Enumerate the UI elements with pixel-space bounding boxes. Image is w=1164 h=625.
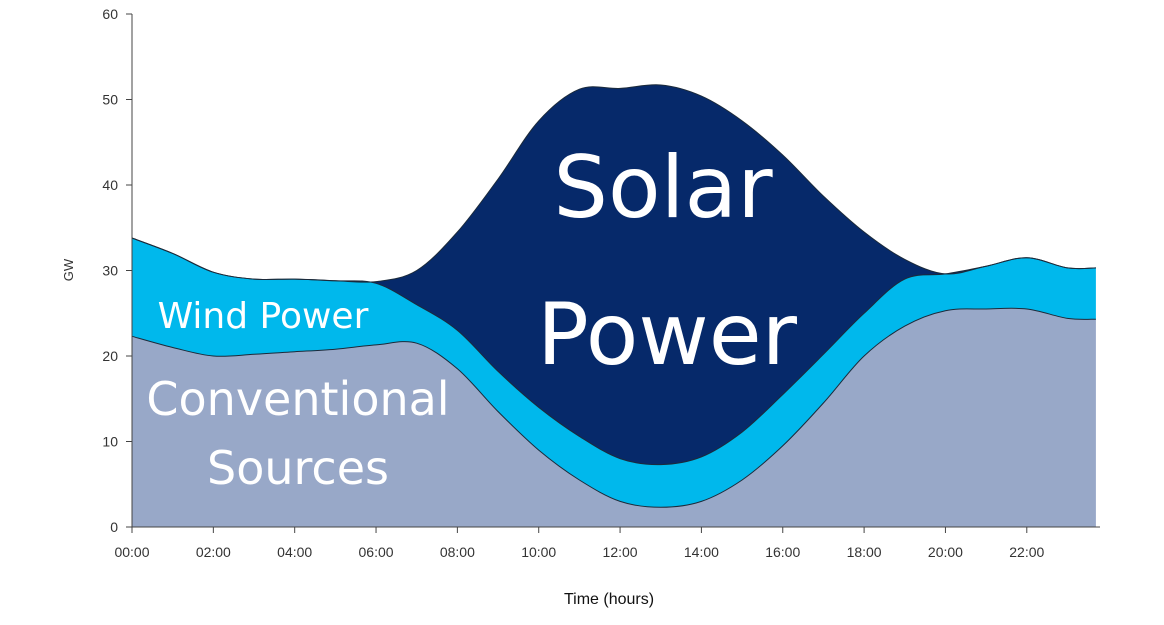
y-tick-label: 60 [102,6,118,22]
y-tick-label: 20 [102,348,118,364]
y-tick-label: 40 [102,177,118,193]
x-axis-label: Time (hours) [564,591,654,608]
x-tick-label: 04:00 [277,544,312,560]
x-tick-label: 06:00 [359,544,394,560]
conventional-label-line2: Sources [207,441,389,495]
x-tick-label: 18:00 [847,544,882,560]
y-tick-label: 0 [110,519,118,535]
x-axis-ticks: 00:00 02:00 04:00 06:00 08:00 10:00 12:00 14:00… [114,527,1045,560]
x-tick-label: 22:00 [1009,544,1044,560]
x-tick-label: 10:00 [521,544,556,560]
y-tick-label: 10 [102,434,118,450]
solar-label-line1: Solar [553,138,773,238]
overlay-labels: Solar Power Wind Power Conventional Sour… [146,138,797,495]
boundary-conventional-sources [131,307,1096,508]
x-tick-label: 16:00 [765,544,800,560]
wind-label: Wind Power [158,296,369,337]
area-wind-power [132,238,1096,508]
x-tick-label: 08:00 [440,544,475,560]
y-tick-label: 50 [102,92,118,108]
area-solar-power [132,84,1096,465]
solar-label-line2: Power [537,285,798,385]
x-tick-label: 02:00 [196,544,231,560]
series-boundary-lines [131,84,1096,508]
y-axis-ticks: 0 10 20 30 40 50 60 [102,6,132,535]
boundary-solar-power [131,84,1096,283]
area-conventional-sources [132,308,1096,527]
y-tick-label: 30 [102,263,118,279]
stacked-areas [132,84,1096,527]
x-tick-label: 14:00 [684,544,719,560]
conventional-label-line1: Conventional [146,372,449,426]
x-tick-label: 20:00 [928,544,963,560]
y-axis-label: GW [61,258,76,281]
x-tick-label: 00:00 [114,544,149,560]
x-tick-label: 12:00 [603,544,638,560]
